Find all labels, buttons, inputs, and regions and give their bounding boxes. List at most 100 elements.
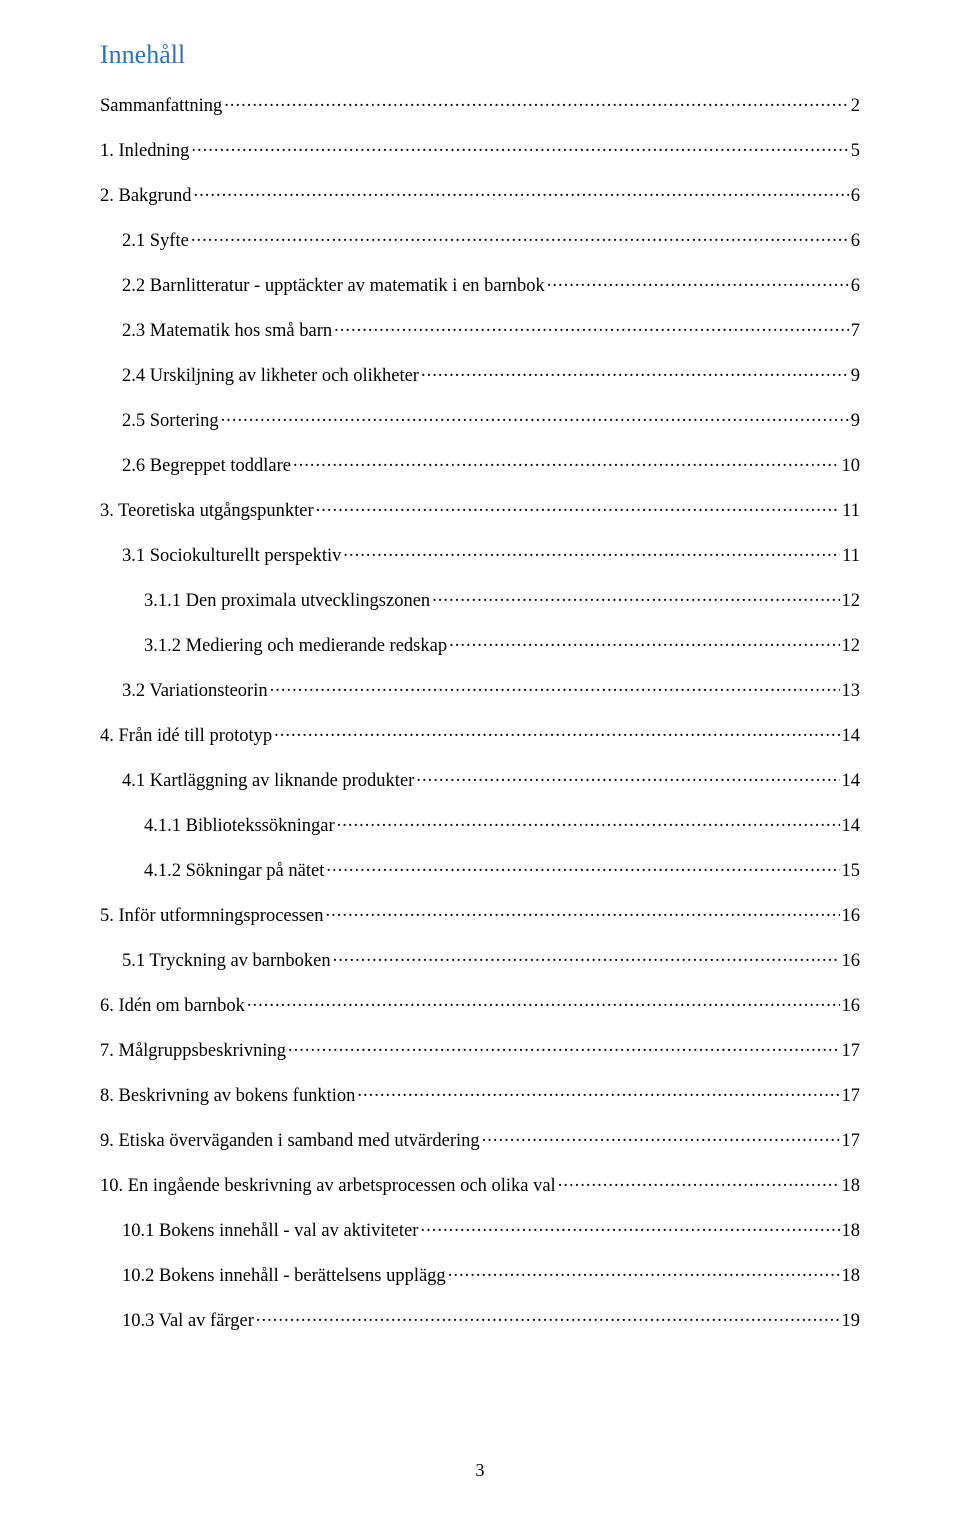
toc-entry-page: 16 [842, 997, 861, 1016]
toc-entry-label: 5. Inför utformningsprocessen [100, 907, 324, 926]
toc-entry[interactable]: 10.3 Val av färger19 [100, 1307, 860, 1330]
toc-entry-page: 7 [851, 322, 860, 341]
toc-entry[interactable]: 6. Idén om barnbok16 [100, 992, 860, 1015]
toc-heading: Innehåll [100, 40, 860, 70]
toc-entry-page: 18 [842, 1177, 861, 1196]
toc-entry[interactable]: 8. Beskrivning av bokens funktion 17 [100, 1082, 860, 1105]
toc-leader-dots [482, 1127, 840, 1146]
toc-entry[interactable]: 1. Inledning 5 [100, 137, 860, 160]
toc-entry-label: 10.2 Bokens innehåll - berättelsens uppl… [122, 1267, 446, 1286]
toc-entry-label: 8. Beskrivning av bokens funktion [100, 1087, 355, 1106]
toc-entry[interactable]: 4.1 Kartläggning av liknande produkter 14 [100, 767, 860, 790]
toc-entry[interactable]: 5. Inför utformningsprocessen 16 [100, 902, 860, 925]
toc-entry-label: 4.1.2 Sökningar på nätet [144, 862, 324, 881]
toc-entry[interactable]: 2.1 Syfte 6 [100, 227, 860, 250]
toc-entry-page: 18 [842, 1267, 861, 1286]
toc-entry[interactable]: 3.1 Sociokulturellt perspektiv11 [100, 542, 860, 565]
document-page: Innehåll Sammanfattning 2 1. Inledning 5 2. … [0, 0, 960, 1515]
toc-leader-dots [247, 992, 840, 1011]
toc-entry-label: 3.1 Sociokulturellt perspektiv [122, 547, 341, 566]
toc-leader-dots [558, 1172, 840, 1191]
toc-entry-label: 2.1 Syfte [122, 232, 189, 251]
toc-entry-page: 14 [842, 727, 861, 746]
toc-leader-dots [337, 812, 840, 831]
toc-entry-page: 18 [842, 1222, 861, 1241]
toc-entry-page: 14 [842, 817, 861, 836]
toc-entry-label: Sammanfattning [100, 97, 222, 116]
toc-leader-dots [326, 902, 840, 921]
toc-entry[interactable]: 3.2 Variationsteorin13 [100, 677, 860, 700]
toc-entry[interactable]: 7. Målgruppsbeskrivning 17 [100, 1037, 860, 1060]
toc-entry-page: 16 [842, 952, 861, 971]
toc-leader-dots [316, 497, 841, 516]
toc-entry-label: 5.1 Tryckning av barnboken [122, 952, 331, 971]
toc-entry-page: 17 [842, 1087, 861, 1106]
toc-leader-dots [326, 857, 839, 876]
toc-leader-dots [357, 1082, 839, 1101]
toc-leader-dots [191, 227, 849, 246]
toc-entry-page: 2 [851, 97, 860, 116]
toc-entry-label: 9. Etiska överväganden i samband med utv… [100, 1132, 480, 1151]
toc-entry-label: 2.5 Sortering [122, 412, 219, 431]
toc-entry-label: 2.3 Matematik hos små barn [122, 322, 332, 341]
toc-entry[interactable]: 2.6 Begreppet toddlare 10 [100, 452, 860, 475]
toc-leader-dots [193, 182, 848, 201]
toc-entry[interactable]: 3.1.1 Den proximala utvecklingszonen 12 [100, 587, 860, 610]
toc-entry[interactable]: 4.1.2 Sökningar på nätet 15 [100, 857, 860, 880]
toc-entry-label: 4.1 Kartläggning av liknande produkter [122, 772, 414, 791]
toc-leader-dots [334, 317, 849, 336]
toc-entry-label: 2.2 Barnlitteratur - upptäckter av matem… [122, 277, 545, 296]
toc-entry[interactable]: 3.1.2 Mediering och medierande redskap 12 [100, 632, 860, 655]
toc-entry[interactable]: 4.1.1 Bibliotekssökningar 14 [100, 812, 860, 835]
toc-entry-page: 17 [842, 1132, 861, 1151]
toc-entry-label: 10. En ingående beskrivning av arbetspro… [100, 1177, 556, 1196]
toc-leader-dots [421, 362, 849, 381]
toc-entry[interactable]: 2.5 Sortering9 [100, 407, 860, 430]
toc-leader-dots [256, 1307, 840, 1326]
toc-entry[interactable]: 2.3 Matematik hos små barn 7 [100, 317, 860, 340]
toc-entry-label: 4. Från idé till prototyp [100, 727, 272, 746]
toc-entry[interactable]: 9. Etiska överväganden i samband med utv… [100, 1127, 860, 1150]
toc-leader-dots [547, 272, 849, 291]
toc-entry-label: 1. Inledning [100, 142, 189, 161]
toc-entry[interactable]: 2.2 Barnlitteratur - upptäckter av matem… [100, 272, 860, 295]
toc-entry-page: 14 [842, 772, 861, 791]
toc-leader-dots [270, 677, 840, 696]
toc-leader-dots [333, 947, 840, 966]
toc-entry-page: 6 [851, 277, 860, 296]
toc-leader-dots [420, 1217, 839, 1236]
toc-entry-label: 3.1.1 Den proximala utvecklingszonen [144, 592, 430, 611]
toc-entry[interactable]: 10. En ingående beskrivning av arbetspro… [100, 1172, 860, 1195]
toc-entry-label: 4.1.1 Bibliotekssökningar [144, 817, 335, 836]
toc-entry-label: 10.3 Val av färger [122, 1312, 254, 1331]
toc-entry-label: 7. Målgruppsbeskrivning [100, 1042, 286, 1061]
toc-leader-dots [343, 542, 840, 561]
toc-entry[interactable]: 2.4 Urskiljning av likheter och olikhete… [100, 362, 860, 385]
toc-entry-page: 6 [851, 187, 860, 206]
toc-entry[interactable]: 10.2 Bokens innehåll - berättelsens uppl… [100, 1262, 860, 1285]
toc-list: Sammanfattning 2 1. Inledning 5 2. Bakgrund 6… [100, 92, 860, 1330]
toc-entry-page: 12 [842, 637, 861, 656]
toc-entry[interactable]: Sammanfattning 2 [100, 92, 860, 115]
toc-entry-page: 5 [851, 142, 860, 161]
toc-entry[interactable]: 2. Bakgrund 6 [100, 182, 860, 205]
toc-entry-page: 16 [842, 907, 861, 926]
toc-entry-page: 17 [842, 1042, 861, 1061]
toc-entry-page: 12 [842, 592, 861, 611]
toc-entry[interactable]: 4. Från idé till prototyp 14 [100, 722, 860, 745]
toc-entry[interactable]: 10.1 Bokens innehåll - val av aktivitete… [100, 1217, 860, 1240]
toc-entry-page: 9 [851, 367, 860, 386]
toc-entry[interactable]: 3. Teoretiska utgångspunkter11 [100, 497, 860, 520]
toc-leader-dots [448, 1262, 840, 1281]
toc-entry-page: 15 [842, 862, 861, 881]
toc-entry-page: 10 [842, 457, 861, 476]
toc-entry-label: 3.1.2 Mediering och medierande redskap [144, 637, 447, 656]
toc-entry-label: 2.6 Begreppet toddlare [122, 457, 291, 476]
toc-entry[interactable]: 5.1 Tryckning av barnboken 16 [100, 947, 860, 970]
toc-leader-dots [449, 632, 839, 651]
toc-entry-page: 11 [842, 502, 860, 521]
toc-entry-label: 2. Bakgrund [100, 187, 191, 206]
toc-leader-dots [288, 1037, 839, 1056]
toc-entry-page: 6 [851, 232, 860, 251]
toc-leader-dots [274, 722, 839, 741]
